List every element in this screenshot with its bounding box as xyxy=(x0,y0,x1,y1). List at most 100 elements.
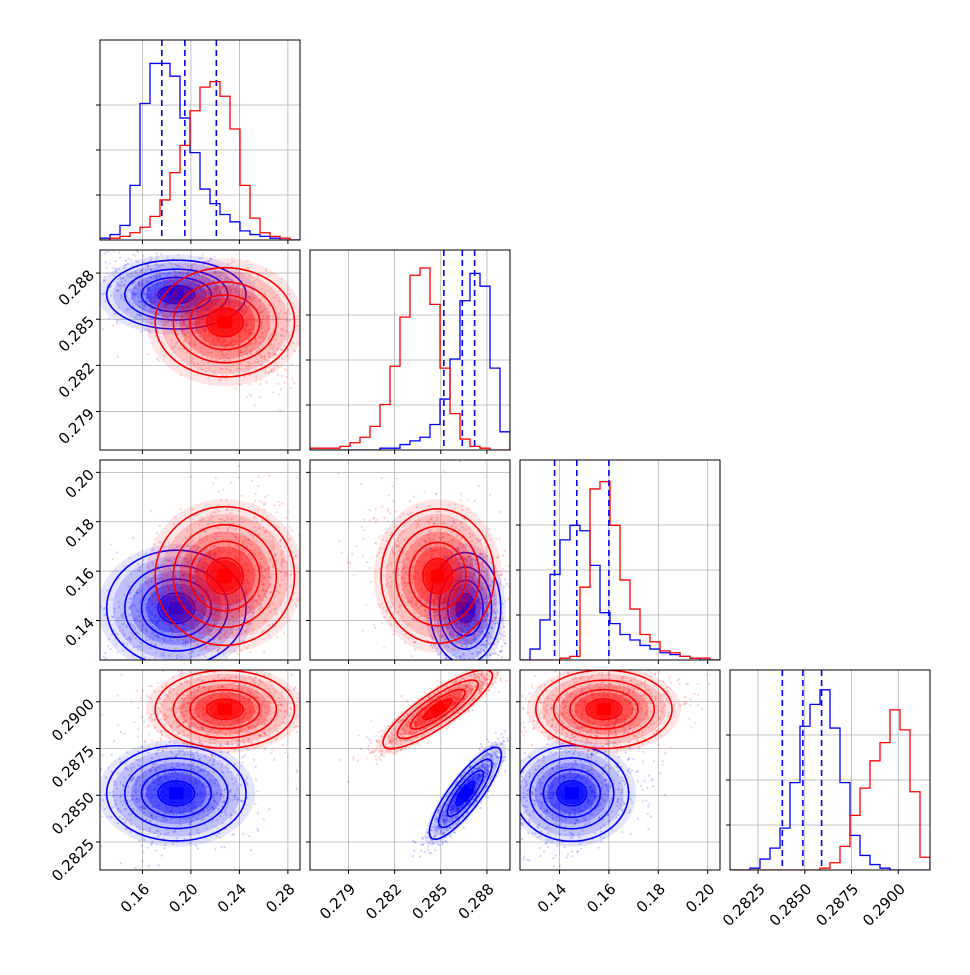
scatter-point xyxy=(105,261,107,263)
scatter-point xyxy=(314,546,316,548)
panel-content xyxy=(100,40,300,240)
scatter-point xyxy=(137,677,139,679)
scatter-point xyxy=(89,293,91,295)
scatter-point xyxy=(168,262,170,264)
scatter-point xyxy=(305,373,307,375)
scatter-point xyxy=(471,662,473,664)
scatter-point xyxy=(501,656,503,658)
scatter-point xyxy=(123,284,125,286)
scatter-point xyxy=(253,667,255,669)
scatter-point xyxy=(257,475,259,477)
scatter-point xyxy=(500,650,502,652)
scatter-point xyxy=(434,676,436,678)
scatter-point xyxy=(527,627,529,629)
scatter-point xyxy=(187,263,189,265)
scatter-point xyxy=(119,630,121,632)
scatter-point xyxy=(107,645,109,647)
scatter-point xyxy=(138,569,140,571)
scatter-point xyxy=(320,384,322,386)
scatter-point xyxy=(93,256,95,258)
scatter-point xyxy=(497,666,499,668)
scatter-point xyxy=(488,636,490,638)
scatter-point xyxy=(122,662,124,664)
scatter-point xyxy=(511,615,513,617)
scatter-point xyxy=(134,685,136,687)
scatter-point xyxy=(227,246,229,248)
scatter-point xyxy=(116,666,118,668)
scatter-point xyxy=(320,592,322,594)
scatter-point xyxy=(310,523,312,525)
scatter-point xyxy=(321,361,323,363)
scatter-point xyxy=(293,382,295,384)
scatter-point xyxy=(144,584,146,586)
scatter-point xyxy=(465,664,467,666)
scatter-point xyxy=(187,662,189,664)
density-peak xyxy=(218,316,232,328)
scatter-point xyxy=(246,396,248,398)
scatter-point xyxy=(285,517,287,519)
scatter-point xyxy=(249,383,251,385)
scatter-point xyxy=(501,670,503,672)
scatter-point xyxy=(478,485,480,487)
scatter-point xyxy=(347,561,349,563)
scatter-point xyxy=(254,499,256,501)
scatter-point xyxy=(254,404,256,406)
scatter-point xyxy=(92,653,94,655)
scatter-point xyxy=(287,511,289,513)
scatter-point xyxy=(389,512,391,514)
scatter-point xyxy=(129,635,131,637)
scatter-point xyxy=(503,631,505,633)
scatter-point xyxy=(96,248,98,250)
scatter-point xyxy=(129,593,131,595)
scatter-point xyxy=(190,656,192,658)
scatter-point xyxy=(323,542,325,544)
scatter-point xyxy=(375,519,377,521)
scatter-point xyxy=(189,244,191,246)
panel-0-0 xyxy=(96,40,300,244)
scatter-point xyxy=(291,529,293,531)
scatter-point xyxy=(225,663,227,665)
scatter-point xyxy=(471,664,473,666)
scatter-point xyxy=(249,651,251,653)
scatter-point xyxy=(148,260,150,262)
scatter-point xyxy=(290,387,292,389)
scatter-point xyxy=(388,494,390,496)
scatter-point xyxy=(130,695,132,697)
scatter-point xyxy=(284,368,286,370)
scatter-point xyxy=(501,618,503,620)
scatter-point xyxy=(87,640,89,642)
scatter-point xyxy=(469,661,471,663)
scatter-point xyxy=(140,620,142,622)
scatter-point xyxy=(142,255,144,257)
scatter-point xyxy=(234,387,236,389)
scatter-point xyxy=(272,391,274,393)
scatter-point xyxy=(279,409,281,411)
scatter-point xyxy=(148,290,150,292)
scatter-point xyxy=(135,259,137,261)
scatter-point xyxy=(263,651,265,653)
scatter-point xyxy=(238,476,240,478)
scatter-point xyxy=(139,271,141,273)
y-tick-label: 0.288 xyxy=(55,266,98,309)
scatter-point xyxy=(71,609,73,611)
scatter-point xyxy=(132,655,134,657)
scatter-point xyxy=(315,534,317,536)
scatter-point xyxy=(156,358,158,360)
scatter-point xyxy=(501,705,503,707)
scatter-point xyxy=(97,639,99,641)
y-tick-label: 0.279 xyxy=(55,405,98,448)
scatter-point xyxy=(277,501,279,503)
histogram-series-1 xyxy=(310,268,510,450)
scatter-point xyxy=(96,311,98,313)
scatter-point xyxy=(378,536,380,538)
scatter-point xyxy=(156,253,158,255)
y-tick-label: 0.282 xyxy=(55,359,98,402)
scatter-point xyxy=(141,279,143,281)
scatter-point xyxy=(106,251,108,253)
scatter-point xyxy=(159,525,161,527)
scatter-point xyxy=(513,670,515,672)
scatter-point xyxy=(180,262,182,264)
scatter-point xyxy=(384,517,386,519)
panel-2-0: 0.140.160.180.20 xyxy=(54,457,325,699)
scatter-point xyxy=(131,609,133,611)
